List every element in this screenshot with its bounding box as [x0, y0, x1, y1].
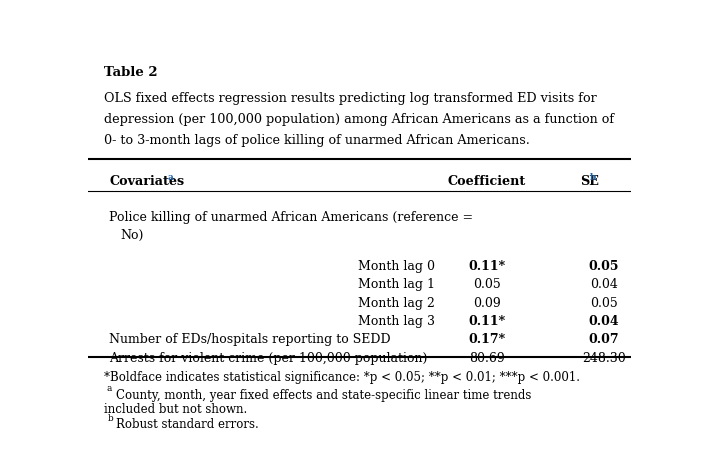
- Text: 0.05: 0.05: [473, 278, 501, 291]
- Text: a: a: [107, 384, 112, 393]
- Text: County, month, year fixed effects and state-specific linear time trends: County, month, year fixed effects and st…: [116, 388, 531, 402]
- Text: b: b: [108, 414, 114, 423]
- Text: Arrests for violent crime (per 100,000 population): Arrests for violent crime (per 100,000 p…: [109, 352, 428, 365]
- Text: Month lag 3: Month lag 3: [358, 315, 435, 328]
- Text: 0.05: 0.05: [588, 260, 619, 273]
- Text: Table 2: Table 2: [104, 65, 158, 78]
- Text: No): No): [121, 229, 144, 242]
- Text: OLS fixed effects regression results predicting log transformed ED visits for: OLS fixed effects regression results pre…: [104, 92, 597, 105]
- Text: Month lag 0: Month lag 0: [358, 260, 435, 273]
- Text: Month lag 2: Month lag 2: [358, 296, 435, 310]
- Text: 0.04: 0.04: [588, 315, 619, 328]
- Text: Robust standard errors.: Robust standard errors.: [116, 418, 259, 431]
- Text: Police killing of unarmed African Americans (reference =: Police killing of unarmed African Americ…: [109, 211, 473, 224]
- Text: Coefficient: Coefficient: [448, 175, 526, 188]
- Text: 80.69: 80.69: [469, 352, 505, 365]
- Text: b: b: [590, 173, 597, 182]
- Text: depression (per 100,000 population) among African Americans as a function of: depression (per 100,000 population) amon…: [104, 113, 614, 126]
- Text: 0.05: 0.05: [590, 296, 618, 310]
- Text: Covariates: Covariates: [109, 175, 184, 188]
- Text: 248.30: 248.30: [582, 352, 625, 365]
- Text: 0.11*: 0.11*: [468, 315, 505, 328]
- Text: a: a: [168, 173, 174, 182]
- Text: Month lag 1: Month lag 1: [358, 278, 435, 291]
- Text: 0.07: 0.07: [588, 333, 619, 346]
- Text: 0.17*: 0.17*: [468, 333, 505, 346]
- Text: 0- to 3-month lags of police killing of unarmed African Americans.: 0- to 3-month lags of police killing of …: [104, 134, 530, 147]
- Text: 0.11*: 0.11*: [468, 260, 505, 273]
- Text: SE: SE: [580, 175, 599, 188]
- Text: Number of EDs/hospitals reporting to SEDD: Number of EDs/hospitals reporting to SED…: [109, 333, 391, 346]
- Text: 0.09: 0.09: [473, 296, 501, 310]
- Text: *Boldface indicates statistical significance: *p < 0.05; **p < 0.01; ***p < 0.00: *Boldface indicates statistical signific…: [104, 371, 580, 384]
- Text: included but not shown.: included but not shown.: [104, 403, 247, 416]
- Text: 0.04: 0.04: [590, 278, 618, 291]
